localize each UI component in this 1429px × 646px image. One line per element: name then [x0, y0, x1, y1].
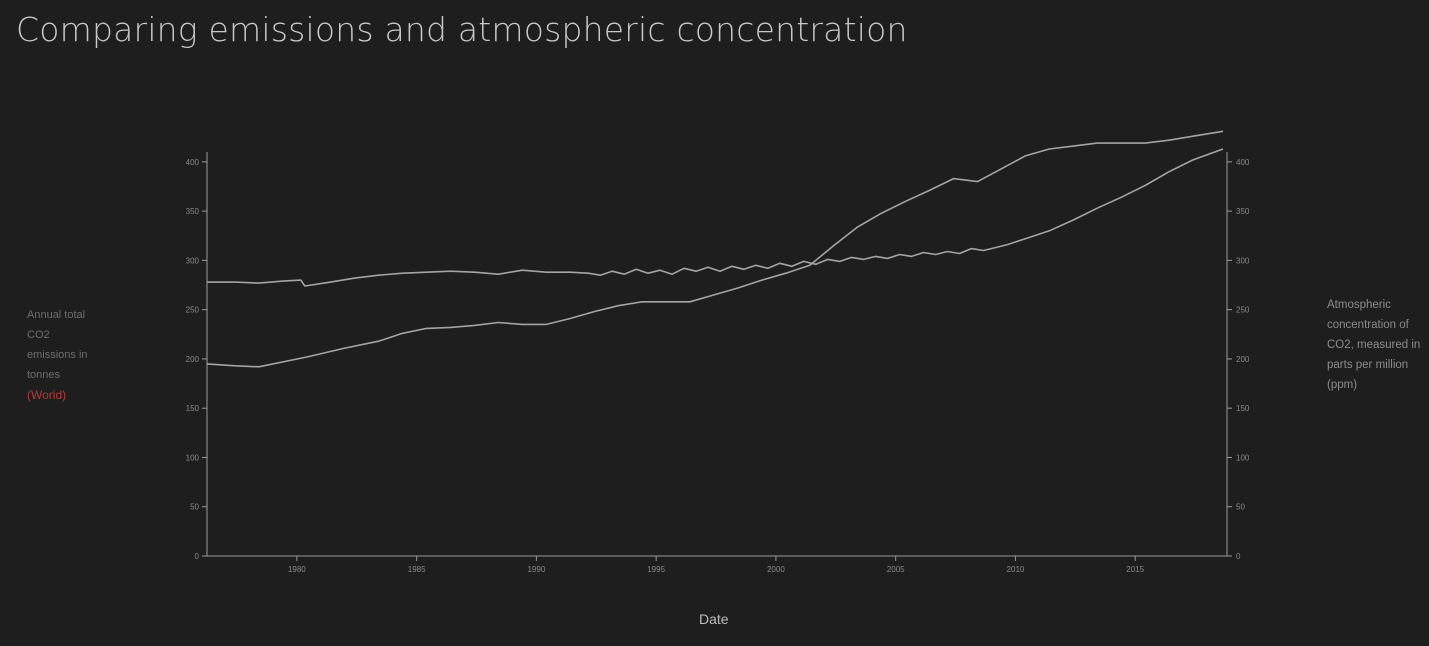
y-right-tick-label: 150: [1236, 404, 1250, 413]
y-axis-left-label: Annual total CO2 emissions in tonnes (Wo…: [27, 305, 93, 405]
y-right-tick-label: 0: [1236, 552, 1241, 561]
x-tick-label: 1990: [527, 565, 545, 574]
y-axis-left-label-text: Annual total CO2 emissions in tonnes: [27, 309, 88, 381]
y-left-tick-label: 50: [190, 503, 199, 512]
x-tick-label: 1985: [408, 565, 426, 574]
y-left-tick-label: 0: [195, 552, 200, 561]
series-line-emissions: [206, 130, 1224, 368]
x-tick-label: 2005: [887, 565, 905, 574]
x-tick-label: 2000: [767, 565, 785, 574]
x-tick-label: 2010: [1007, 565, 1025, 574]
y-right-tick-label: 300: [1236, 256, 1250, 265]
y-right-tick-label: 350: [1236, 207, 1250, 216]
x-tick-label: 1995: [647, 565, 665, 574]
y-left-tick-label: 350: [186, 207, 200, 216]
y-left-tick-label: 250: [186, 306, 200, 315]
y-left-tick-label: 400: [186, 158, 200, 167]
y-left-tick-label: 200: [186, 355, 200, 364]
y-right-tick-label: 100: [1236, 453, 1250, 462]
series-line-concentration: [207, 148, 1224, 287]
axes-group: 1980 1985 1990 1995 2000 2005 2010 201505010015…: [186, 152, 1250, 574]
page-title: Comparing emissions and atmospheric conc…: [16, 10, 908, 49]
y-right-tick-label: 400: [1236, 158, 1250, 167]
y-right-tick-label: 50: [1236, 503, 1245, 512]
series-group: [206, 130, 1224, 368]
x-tick-label: 2015: [1126, 565, 1144, 574]
y-axis-right-label: Atmospheric concentration of CO2, measur…: [1327, 299, 1421, 391]
y-right-tick-label: 250: [1236, 306, 1250, 315]
y-right-tick-label: 200: [1236, 355, 1250, 364]
country-selector[interactable]: (World): [27, 388, 67, 402]
y-left-tick-label: 300: [186, 256, 200, 265]
x-axis-label: Date: [699, 611, 729, 627]
x-tick-label: 1980: [288, 565, 306, 574]
y-left-tick-label: 150: [186, 404, 200, 413]
y-left-tick-label: 100: [186, 453, 200, 462]
